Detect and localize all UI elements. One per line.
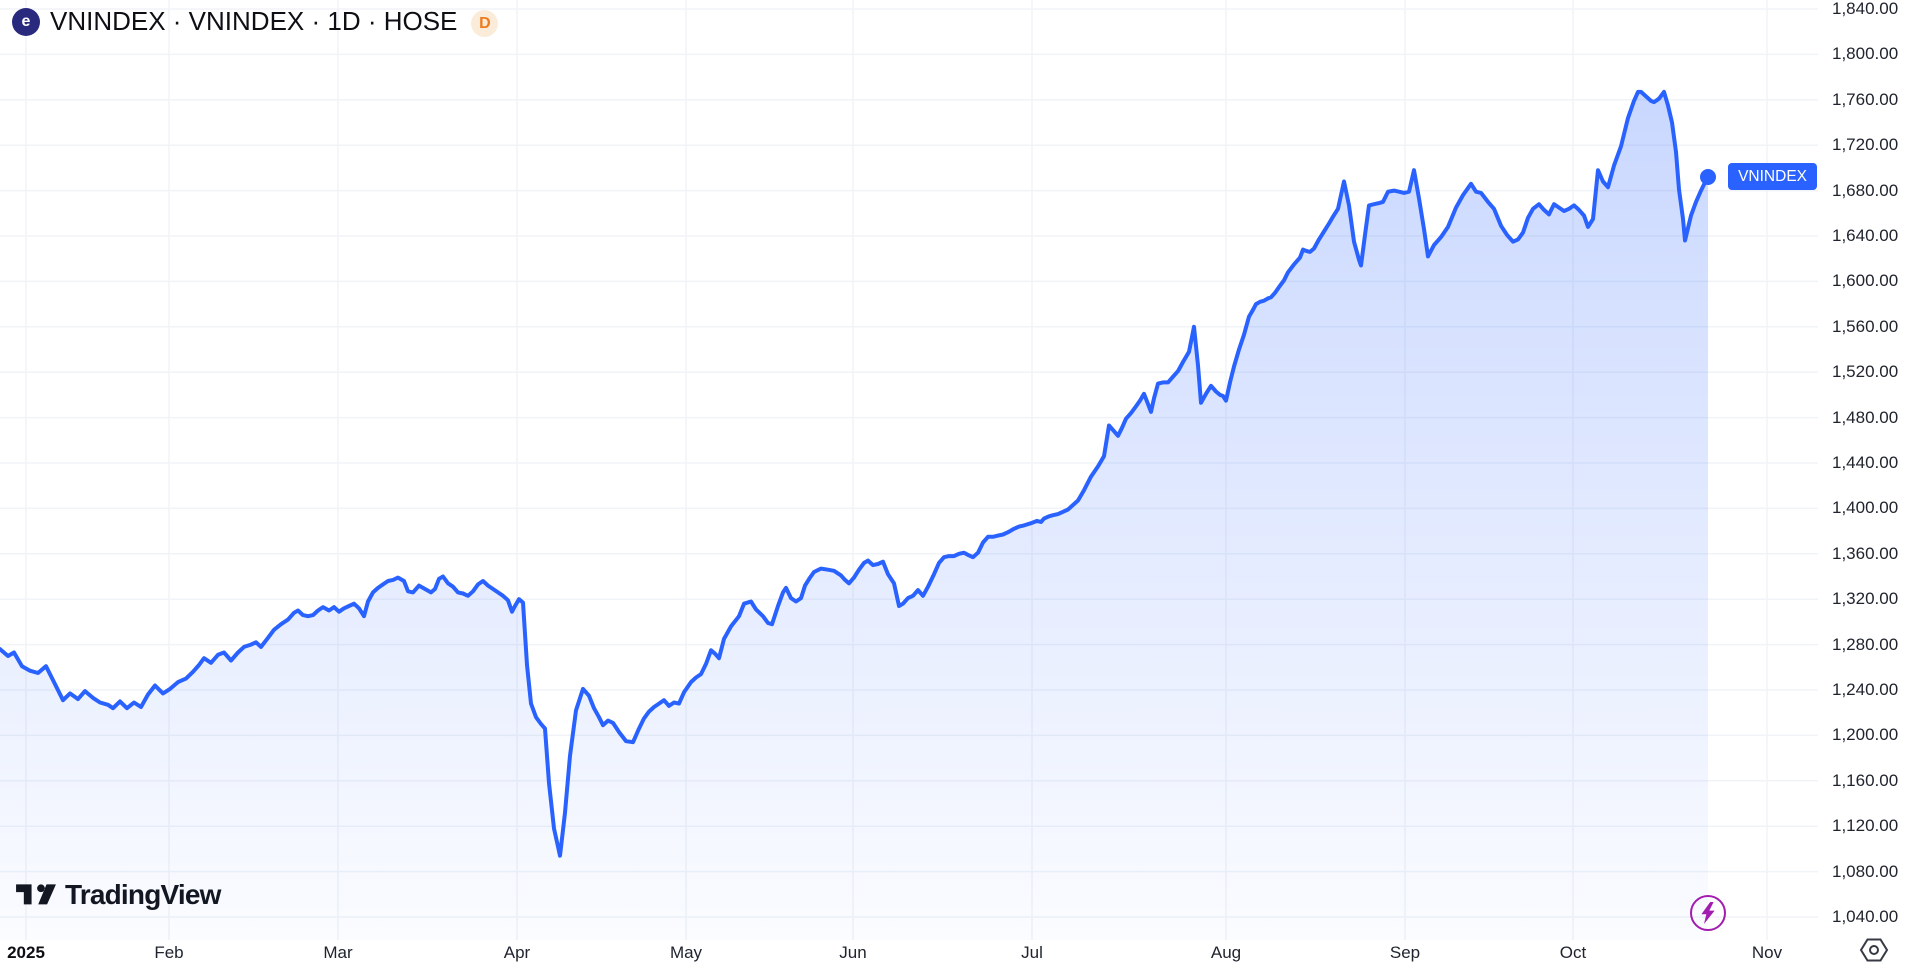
price-tick-label: 1,480.00: [1832, 407, 1899, 427]
price-tick-label: 1,240.00: [1832, 680, 1899, 699]
axis-settings-button[interactable]: [1858, 936, 1892, 964]
price-tick-label: 1,680.00: [1832, 180, 1899, 200]
price-tick-label: 1,200.00: [1832, 725, 1899, 745]
last-price-dot: [1700, 169, 1716, 185]
chart-legend: e VNINDEX · VNINDEX · 1D · HOSE D: [12, 6, 499, 37]
time-tick-label: Feb: [154, 943, 184, 962]
price-tick-label: 1,840.00: [1832, 0, 1899, 18]
price-tick-label: 1,360.00: [1832, 543, 1899, 563]
price-axis[interactable]: 1,840.00 1,800.00 1,760.00 1,720.00 1,680.00…: [1818, 0, 1920, 940]
time-tick-label: Apr: [503, 943, 531, 962]
price-tick-label: 1,280.00: [1832, 634, 1899, 654]
time-tick-label: Nov: [1751, 943, 1783, 962]
series-label-tag[interactable]: VNINDEX: [1728, 163, 1817, 191]
interval-badge[interactable]: D: [471, 10, 499, 37]
price-tick-label: 1,760.00: [1832, 89, 1899, 109]
lightning-icon: [1701, 902, 1715, 924]
price-tick-label: 1,320.00: [1832, 589, 1899, 609]
time-tick-label: Jun: [839, 943, 867, 962]
time-axis[interactable]: 2025 Feb Mar Apr May Jun Jul Aug Sep Oct Nov: [0, 938, 1920, 968]
price-tick-label: 1,560.00: [1832, 316, 1899, 336]
time-tick-label: Jul: [1021, 943, 1043, 962]
time-tick-label: Oct: [1559, 943, 1587, 962]
time-tick-label: Sep: [1389, 943, 1421, 962]
tradingview-wordmark: TradingView: [65, 879, 221, 910]
scale-settings-icon: [1859, 938, 1889, 962]
price-tick-label: 1,600.00: [1832, 271, 1899, 291]
price-tick-label: 1,400.00: [1832, 498, 1899, 518]
symbol-title[interactable]: VNINDEX · VNINDEX · 1D · HOSE: [50, 6, 458, 36]
price-chart-pane[interactable]: [0, 0, 1818, 940]
tradingview-mark-icon: [16, 883, 56, 904]
price-tick-label: 1,520.00: [1832, 362, 1899, 382]
price-tick-label: 1,160.00: [1832, 770, 1899, 790]
tradingview-logo[interactable]: TradingView: [16, 879, 221, 911]
symbol-logo-icon: e: [12, 7, 40, 36]
time-tick-label: Aug: [1210, 943, 1242, 962]
time-tick-label: Mar: [323, 943, 353, 962]
price-tick-label: 1,720.00: [1832, 135, 1899, 155]
time-tick-label: May: [669, 943, 703, 962]
price-line: [0, 89, 1710, 858]
price-tick-label: 1,440.00: [1832, 453, 1899, 472]
price-tick-label: 1,080.00: [1832, 861, 1899, 881]
time-tick-label: 2025: [7, 943, 45, 962]
price-tick-label: 1,040.00: [1832, 907, 1899, 926]
area-fill: [0, 91, 1708, 940]
price-tick-label: 1,800.00: [1832, 44, 1899, 64]
price-tick-label: 1,120.00: [1832, 816, 1899, 836]
flash-button[interactable]: [1690, 895, 1726, 931]
price-tick-label: 1,640.00: [1832, 226, 1899, 245]
